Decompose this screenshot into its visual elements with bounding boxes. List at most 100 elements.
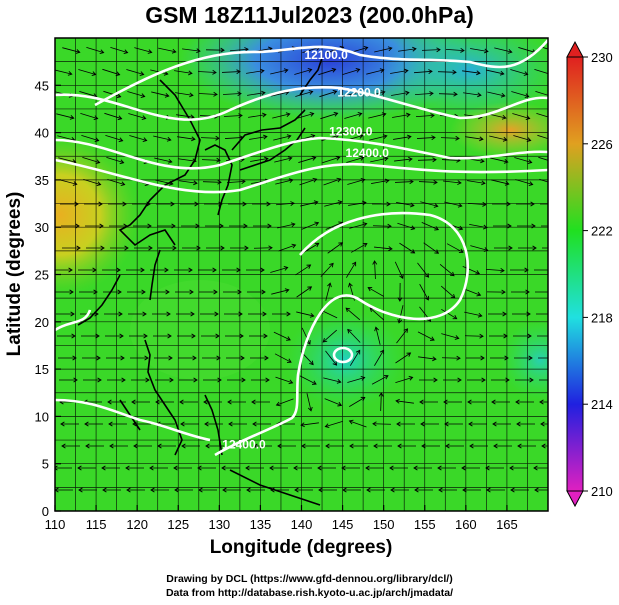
streamline-arrowhead: [477, 92, 482, 98]
streamline-arrowhead: [477, 312, 483, 318]
streamline-arrowhead: [345, 307, 351, 313]
streamline-segment: [417, 159, 437, 161]
credit-drawing: Drawing by DCL (https://www.gfd-dennou.o…: [166, 573, 453, 585]
streamline-arrowhead: [220, 245, 225, 251]
streamline-segment: [537, 134, 548, 140]
streamline-segment: [370, 157, 388, 163]
streamline-segment: [491, 179, 509, 185]
streamline-segment: [396, 202, 414, 206]
streamline-segment: [398, 305, 404, 323]
streamline-arrowhead: [124, 245, 129, 251]
streamline-segment: [106, 156, 124, 164]
streamline-arrowhead: [277, 443, 282, 449]
streamline-arrowhead: [123, 49, 129, 55]
streamline-segment: [393, 136, 411, 140]
streamline-arrowhead: [120, 355, 125, 361]
y-axis-label: Latitude (degrees): [4, 192, 25, 357]
streamline-arrowhead: [216, 157, 221, 163]
y-tick-label: 25: [35, 268, 49, 283]
streamline-arrowhead: [526, 137, 532, 142]
streamline-arrowhead: [408, 375, 414, 381]
streamline-arrowhead: [554, 378, 557, 382]
streamline-arrowhead: [395, 398, 400, 404]
streamline-arrowhead: [262, 112, 267, 118]
streamline-segment: [396, 328, 408, 344]
streamline-segment: [178, 158, 196, 162]
streamline-arrowhead: [70, 311, 75, 317]
streamline-arrowhead: [389, 465, 394, 471]
streamline-arrowhead: [404, 90, 410, 96]
streamline-arrowhead: [308, 90, 314, 95]
streamline-arrowhead: [336, 379, 342, 384]
streamline-arrowhead: [500, 92, 506, 98]
streamline-arrowhead: [307, 286, 313, 291]
streamline-segment: [420, 201, 438, 207]
streamline-arrowhead: [318, 487, 323, 493]
streamline-arrowhead: [515, 399, 520, 405]
streamline-arrowhead: [77, 465, 82, 471]
streamline-arrowhead: [482, 201, 487, 207]
streamline-arrowhead: [408, 156, 413, 162]
contour-label: 12300.0: [329, 124, 373, 138]
streamline-arrowhead: [191, 333, 196, 339]
streamline-arrowhead: [212, 267, 217, 273]
streamline-segment: [489, 135, 507, 141]
streamline-arrowhead: [293, 465, 298, 471]
streamline-segment: [344, 113, 362, 119]
streamline-arrowhead: [539, 399, 544, 405]
streamline-arrowhead: [403, 328, 409, 333]
streamline-arrowhead: [479, 136, 484, 142]
streamline-segment: [179, 180, 197, 184]
streamline-arrowhead: [173, 465, 178, 471]
streamline-arrowhead: [372, 421, 377, 427]
streamline-segment: [177, 136, 195, 140]
streamline-segment: [439, 263, 455, 277]
x-tick-label: 140: [291, 517, 313, 532]
streamline-segment: [276, 398, 294, 406]
streamline-arrowhead: [397, 443, 402, 449]
streamline-segment: [538, 156, 548, 161]
streamline-arrowhead: [98, 201, 103, 207]
streamline-arrowhead: [372, 260, 378, 265]
streamline-arrowhead: [76, 245, 81, 251]
streamline-arrowhead: [179, 399, 184, 405]
streamline-arrowhead: [220, 47, 225, 53]
streamline-arrowhead: [527, 159, 533, 164]
streamline-arrowhead: [455, 135, 460, 141]
streamline-segment: [56, 113, 74, 119]
streamline-arrowhead: [516, 421, 521, 427]
streamline-arrowhead: [528, 355, 533, 361]
streamline-segment: [273, 135, 291, 141]
streamline-segment: [440, 137, 460, 139]
streamline-segment: [441, 357, 461, 359]
streamline-segment: [322, 156, 340, 164]
streamline-arrowhead: [172, 245, 177, 251]
streamline-arrowhead: [409, 179, 414, 185]
x-tick-label: 155: [414, 517, 436, 532]
temperature-field: [55, 38, 557, 511]
streamline-segment: [494, 47, 512, 53]
colorbar-tick-label: 210: [591, 484, 613, 499]
streamline-arrowhead: [262, 311, 267, 317]
streamline-arrowhead: [196, 48, 201, 54]
streamline-arrowhead: [245, 465, 250, 471]
streamline-segment: [342, 69, 360, 75]
streamline-arrowhead: [407, 134, 412, 140]
streamline-segment: [464, 311, 482, 317]
streamline-arrowhead: [266, 201, 271, 207]
streamline-segment: [399, 242, 415, 254]
streamline-arrowhead: [171, 48, 177, 54]
streamline-arrowhead: [501, 289, 506, 295]
streamline-segment: [323, 377, 341, 383]
streamline-arrowhead: [164, 267, 169, 273]
streamline-segment: [201, 159, 221, 161]
streamline-arrowhead: [217, 179, 222, 185]
streamline-arrowhead: [227, 399, 232, 405]
streamline-arrowhead: [101, 465, 106, 471]
streamline-segment: [202, 181, 222, 183]
streamline-arrowhead: [541, 443, 546, 449]
streamline-segment: [223, 115, 243, 117]
grid-lines: [55, 38, 548, 511]
streamline-arrowhead: [148, 245, 153, 251]
streamline-arrowhead: [510, 487, 515, 493]
